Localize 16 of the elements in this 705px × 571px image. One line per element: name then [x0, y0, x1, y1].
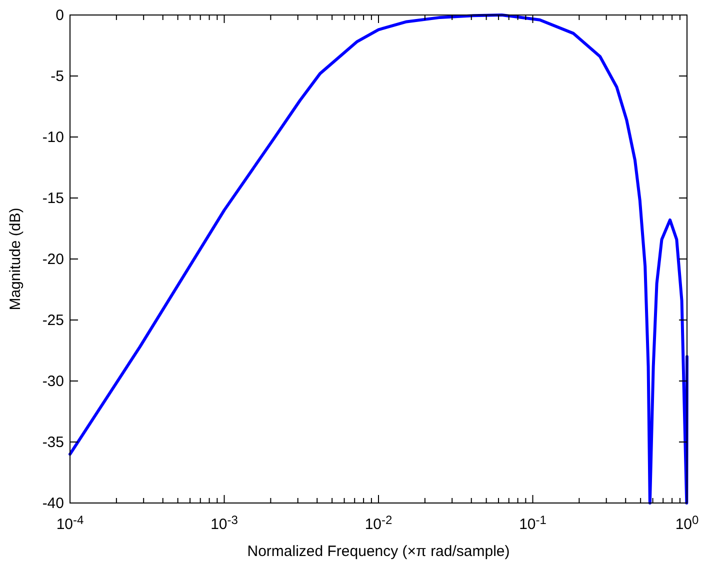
y-tick-label: 0: [56, 7, 64, 24]
y-tick-label: -30: [42, 373, 64, 390]
y-tick-label: -20: [42, 251, 64, 268]
x-tick-label: 10$^{-3}$: [210, 512, 238, 533]
x-tick-label: 10$^{-1}$: [519, 512, 547, 533]
y-tick-label: -40: [42, 495, 64, 512]
y-axis-title: Magnitude (dB): [7, 208, 24, 310]
y-tick-label: -25: [42, 312, 64, 329]
y-tick-label: -15: [42, 190, 64, 207]
y-tick-label: -35: [42, 434, 64, 451]
x-tick-label: 10$^{0}$: [675, 512, 699, 533]
x-tick-label: 10$^{-4}$: [56, 512, 84, 533]
x-axis-title: Normalized Frequency (×π rad/sample): [247, 543, 510, 560]
y-tick-label: -5: [50, 68, 64, 85]
x-tick-label: 10$^{-2}$: [364, 512, 393, 533]
y-tick-label: -10: [42, 129, 64, 146]
